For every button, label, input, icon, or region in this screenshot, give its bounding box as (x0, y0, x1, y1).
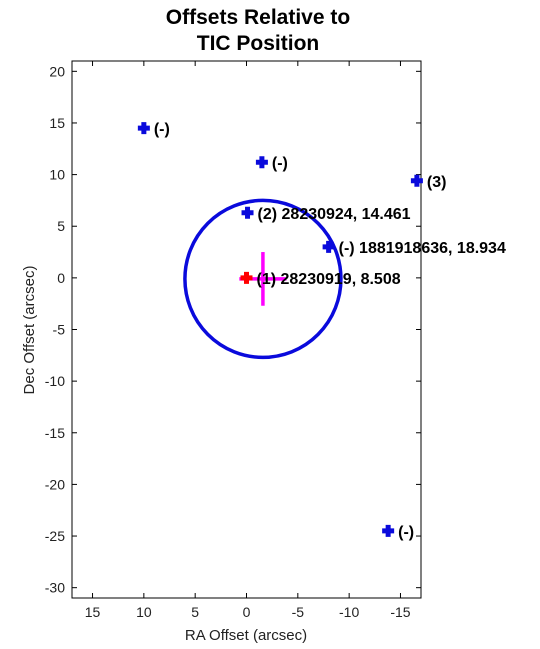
plot-frame (71, 60, 422, 599)
x-tick-label: 15 (85, 604, 101, 620)
star-label: (2) 28230924, 14.461 (258, 206, 411, 223)
x-tick-label: 10 (136, 604, 152, 620)
target-label: (1) 28230919, 8.508 (257, 271, 401, 288)
star-label: (3) (427, 174, 447, 191)
chart-title-line-1: Offsets Relative to (166, 6, 350, 29)
x-tick-label: -10 (339, 604, 359, 620)
x-tick-label: 5 (191, 604, 199, 620)
y-tick-label: -25 (45, 528, 65, 544)
y-tick-label: -30 (45, 580, 65, 596)
y-tick-label: 10 (49, 167, 65, 183)
chart-title-line-2: TIC Position (197, 32, 320, 55)
star-marker (382, 524, 395, 537)
star-marker (322, 240, 335, 253)
x-tick-label: -15 (390, 604, 410, 620)
star-marker (241, 206, 254, 219)
star-marker (410, 174, 423, 187)
x-tick-label: -5 (292, 604, 305, 620)
star-label: (-) (398, 524, 414, 541)
y-tick-label: 5 (57, 218, 65, 234)
y-tick-label: -20 (45, 476, 65, 492)
star-label: (-) 1881918636, 18.934 (339, 240, 506, 257)
target-marker (240, 271, 253, 284)
star-label: (-) (272, 155, 288, 172)
y-tick-label: 20 (49, 63, 65, 79)
plot-area: 15 10 5 0 -5 -10 -15 20 15 10 5 0 -5 -10 -15 -20 -25 -30 (… (45, 60, 506, 620)
y-tick-label: -15 (45, 425, 65, 441)
y-tick-label: 15 (49, 115, 65, 131)
y-tick-label: -5 (53, 322, 66, 338)
y-tick-label: -10 (45, 373, 65, 389)
star-label: (-) (154, 121, 170, 138)
star-marker (255, 156, 268, 169)
aperture-circle (183, 198, 343, 360)
star-marker (137, 122, 150, 135)
y-tick-label: 0 (57, 270, 65, 286)
y-axis-label: Dec Offset (arcsec) (21, 266, 38, 395)
x-axis-label: RA Offset (arcsec) (185, 627, 307, 644)
x-tick-label: 0 (243, 604, 251, 620)
